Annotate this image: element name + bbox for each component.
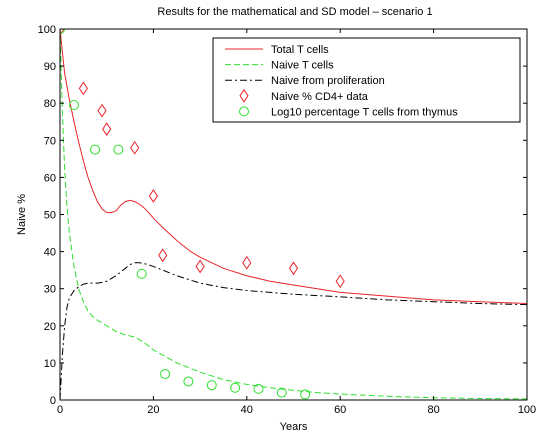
y-tick-label: 100 [38, 24, 56, 36]
series-line [60, 29, 527, 400]
data-point [97, 103, 107, 118]
data-point [300, 389, 311, 400]
legend-item: Naive % CD4+ data [239, 88, 369, 103]
x-tick-label: 60 [334, 404, 346, 416]
data-point [148, 189, 159, 203]
legend-label: Naive from proliferation [271, 75, 385, 87]
y-tick-label: 60 [44, 172, 56, 184]
y-tick-label: 10 [44, 358, 56, 370]
series-layer [60, 29, 527, 400]
data-point [160, 369, 171, 380]
series-line [60, 262, 527, 400]
y-tick-label: 80 [44, 98, 56, 110]
data-point [69, 100, 80, 111]
legend-label: Naive T cells [271, 60, 334, 72]
data-point [206, 380, 217, 391]
legend-swatch [239, 88, 249, 103]
legend: Total T cells Naive T cells Naive from pro… [212, 37, 521, 123]
data-point [335, 274, 345, 289]
legend-label: Naive % CD4+ data [271, 91, 369, 103]
data-point [253, 383, 264, 394]
legend-item: Log10 percentage T cells from thymus [239, 106, 458, 118]
y-tick-label: 70 [44, 135, 56, 147]
legend-item: Total T cells [225, 44, 329, 56]
y-axis-label: Naive % [16, 194, 28, 235]
data-point [102, 122, 112, 137]
data-point [130, 140, 140, 155]
legend-item: Naive from proliferation [225, 75, 385, 87]
y-tick-label: 50 [44, 210, 56, 222]
data-point [90, 144, 101, 155]
series-line [60, 29, 527, 305]
y-tick-label: 20 [44, 321, 56, 333]
y-tick-label: 90 [44, 61, 56, 73]
data-point [158, 248, 168, 263]
x-axis: 0 20 40 60 80 100 [57, 29, 536, 416]
y-tick-label: 40 [44, 247, 56, 259]
data-point [242, 255, 252, 270]
data-point [183, 376, 194, 387]
data-point [113, 144, 124, 155]
legend-label: Total T cells [271, 44, 329, 56]
x-tick-label: 100 [518, 404, 536, 416]
legend-swatch [239, 106, 249, 117]
x-tick-label: 0 [57, 404, 63, 416]
data-point [78, 81, 88, 96]
series-4 [60, 29, 311, 400]
x-tick-label: 20 [147, 404, 159, 416]
y-tick-label: 30 [44, 284, 56, 296]
x-axis-label: Years [280, 421, 308, 433]
data-point [195, 259, 205, 274]
x-tick-label: 40 [241, 404, 253, 416]
series-0 [60, 29, 527, 305]
series-3 [60, 29, 345, 289]
legend-item: Naive T cells [225, 60, 334, 72]
x-tick-label: 80 [427, 404, 439, 416]
data-point [230, 382, 241, 393]
data-point [136, 268, 147, 279]
series-1 [60, 29, 527, 400]
y-tick-label: 0 [50, 395, 56, 407]
chart-title: Results for the mathematical and SD mode… [157, 6, 432, 18]
series-2 [60, 262, 527, 400]
y-axis: 0 10 20 30 40 50 60 70 80 90 100 [38, 24, 527, 407]
data-point [276, 387, 287, 398]
data-point [288, 261, 299, 276]
legend-label: Log10 percentage T cells from thymus [271, 106, 458, 118]
legend-box [212, 37, 521, 123]
